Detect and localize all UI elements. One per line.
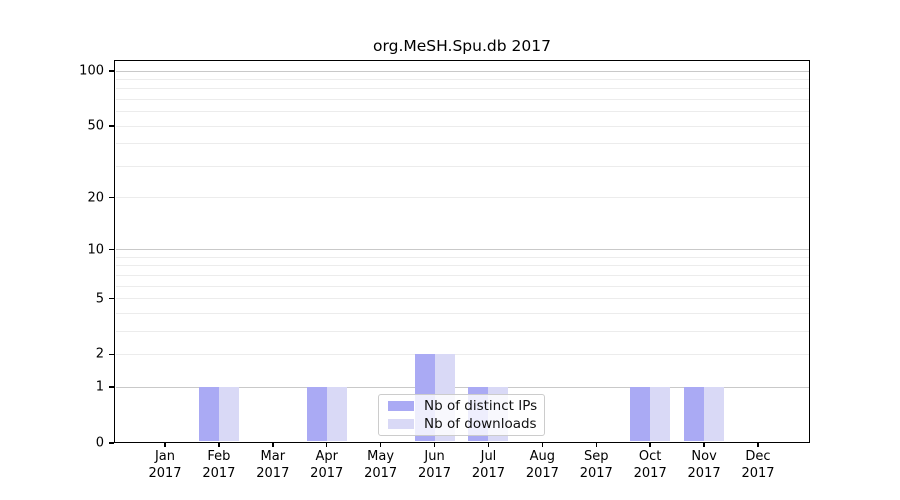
- minor-gridline: [115, 330, 809, 332]
- bar-nov-distinct-ips: [684, 387, 705, 442]
- y-axis-tick-label: 1: [95, 379, 104, 395]
- minor-gridline: [115, 312, 809, 314]
- legend-swatch-distinct-ips-icon: [388, 400, 414, 411]
- x-axis-tick-label: May 2017: [364, 449, 398, 481]
- x-axis-tick-label: Sep 2017: [579, 449, 613, 481]
- minor-gridline: [115, 165, 809, 167]
- y-axis-tick-label: 100: [79, 63, 104, 79]
- x-axis-tick: [487, 443, 490, 447]
- y-axis-tick-label: 10: [87, 242, 104, 258]
- minor-gridline: [115, 265, 809, 267]
- y-axis-tick: [109, 353, 114, 356]
- x-axis-tick: [703, 443, 705, 447]
- bar-nov-downloads: [704, 387, 725, 442]
- bar-apr-downloads: [326, 387, 347, 442]
- chart-title: org.MeSH.Spu.db 2017: [373, 37, 551, 55]
- minor-gridline: [115, 143, 809, 145]
- y-axis-tick-label: 5: [95, 291, 104, 307]
- legend-item-distinct-ips: Nb of distinct IPs: [388, 398, 544, 414]
- x-axis-tick: [649, 443, 651, 447]
- x-axis-tick-label: Jul 2017: [471, 449, 505, 481]
- bar-oct-downloads: [650, 387, 671, 442]
- legend-item-downloads: Nb of downloads: [388, 416, 544, 432]
- bar-oct-distinct-ips: [630, 387, 651, 442]
- x-axis-tick-label: Apr 2017: [310, 449, 344, 481]
- x-axis-tick: [325, 443, 328, 447]
- y-axis-tick: [109, 125, 114, 127]
- major-gridline: [115, 249, 809, 251]
- minor-gridline: [115, 111, 809, 113]
- minor-gridline: [115, 353, 809, 355]
- x-axis-tick: [595, 443, 598, 447]
- minor-gridline: [115, 197, 809, 199]
- y-axis-tick-label: 0: [95, 435, 104, 451]
- legend-label-downloads: Nb of downloads: [424, 416, 537, 433]
- minor-gridline: [115, 285, 809, 287]
- y-axis-tick-label: 20: [87, 190, 104, 206]
- x-axis-tick: [218, 443, 220, 447]
- y-axis-tick: [109, 70, 114, 72]
- y-axis-tick: [109, 196, 114, 199]
- x-axis-tick: [164, 443, 166, 447]
- minor-gridline: [115, 256, 809, 258]
- minor-gridline: [115, 298, 809, 300]
- y-axis-tick-label: 2: [95, 346, 104, 362]
- x-axis-tick-label: Oct 2017: [633, 449, 667, 481]
- legend: Nb of distinct IPs Nb of downloads: [378, 394, 545, 436]
- minor-gridline: [115, 88, 809, 90]
- major-gridline: [115, 386, 809, 388]
- x-axis-tick-label: Feb 2017: [202, 449, 236, 481]
- y-axis-tick: [109, 442, 114, 444]
- legend-swatch-downloads-icon: [388, 419, 414, 430]
- x-axis-tick-label: Dec 2017: [741, 449, 775, 481]
- x-axis-tick: [757, 443, 759, 447]
- y-axis-tick: [109, 248, 114, 251]
- bar-feb-downloads: [218, 387, 239, 442]
- legend-label-distinct-ips: Nb of distinct IPs: [424, 397, 538, 414]
- y-axis-tick: [109, 297, 114, 300]
- y-axis-tick-label: 50: [87, 118, 104, 134]
- x-axis-tick: [379, 443, 382, 447]
- bar-apr-distinct-ips: [306, 387, 327, 442]
- y-axis-tick: [109, 386, 114, 388]
- minor-gridline: [115, 98, 809, 100]
- x-axis-tick-label: Aug 2017: [525, 449, 559, 481]
- plot-frame: [114, 60, 810, 443]
- major-gridline: [115, 70, 809, 72]
- x-axis-tick: [272, 443, 274, 447]
- x-axis-tick-label: Nov 2017: [687, 449, 721, 481]
- x-axis-tick-label: Mar 2017: [256, 449, 290, 481]
- bar-feb-distinct-ips: [198, 387, 219, 442]
- x-axis-tick: [433, 443, 436, 447]
- x-axis-tick: [541, 443, 544, 447]
- minor-gridline: [115, 274, 809, 276]
- minor-gridline: [115, 78, 809, 80]
- x-axis-tick-label: Jun 2017: [417, 449, 452, 481]
- x-axis-tick-label: Jan 2017: [148, 449, 182, 481]
- minor-gridline: [115, 125, 809, 127]
